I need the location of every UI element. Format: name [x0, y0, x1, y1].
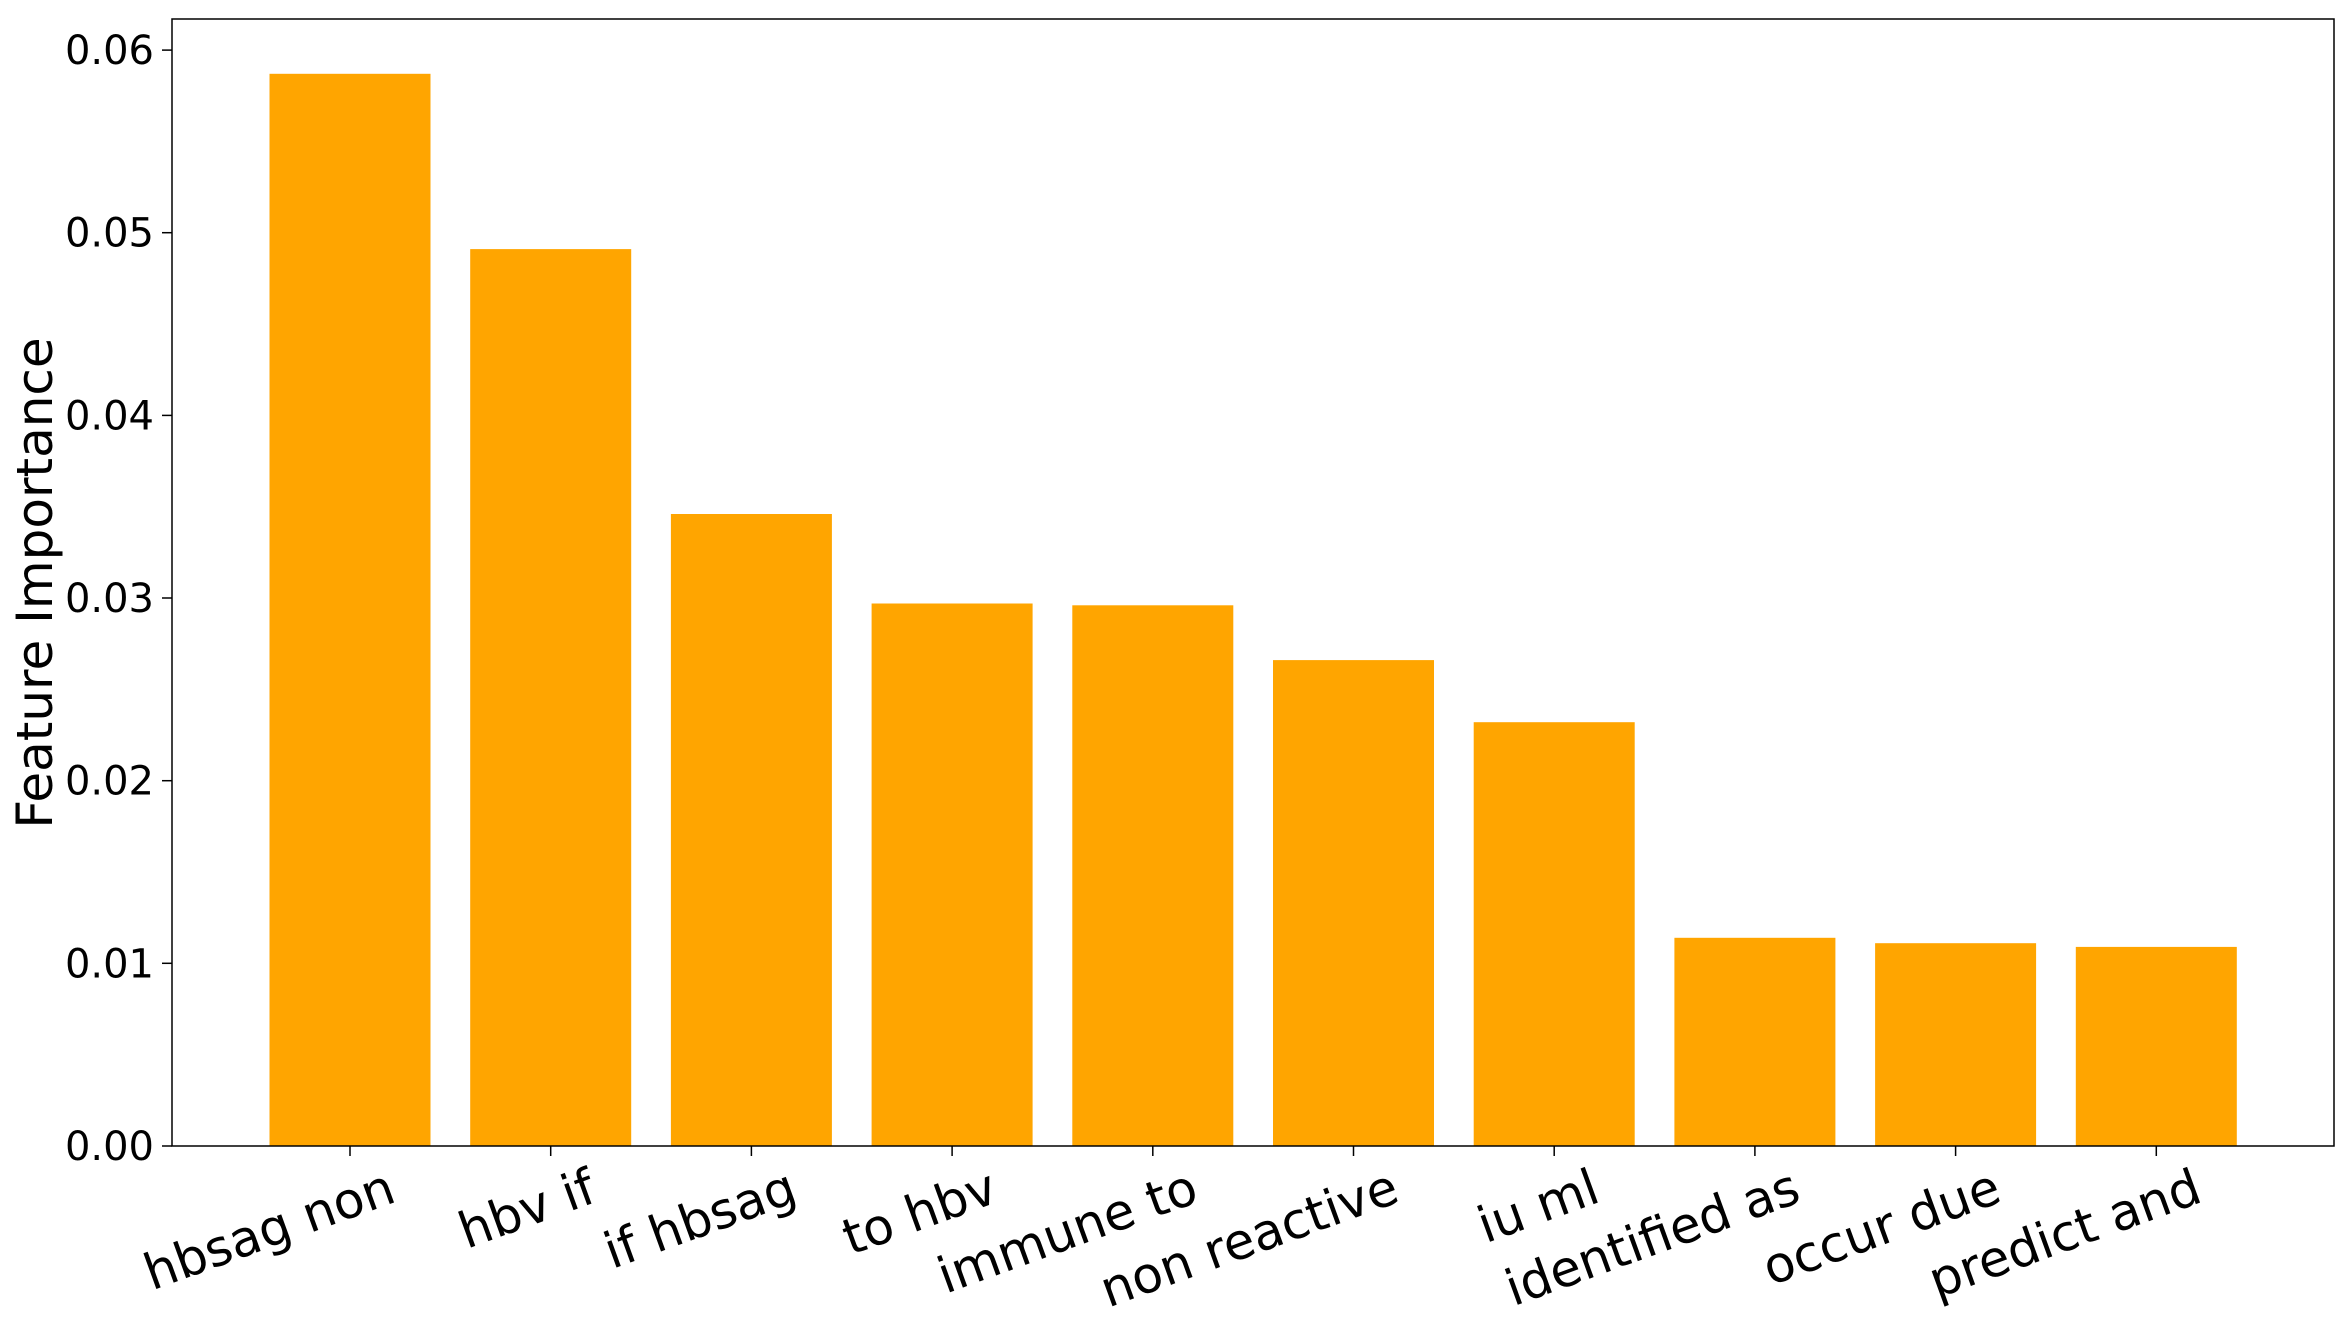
y-axis: 0.00 0.01 0.02 0.03 0.04 0.05 0.06 — [65, 28, 172, 1170]
y-tick-label: 0.02 — [65, 759, 154, 805]
bars-group — [269, 73, 2237, 1147]
bar-immune-to — [1072, 605, 1234, 1146]
x-tick-label: if hbsag — [596, 1158, 803, 1281]
x-tick-label: hbv if — [451, 1157, 604, 1260]
bar-occur-due — [1875, 943, 2037, 1146]
plot-frame — [171, 18, 2335, 1147]
bar-hbsag-non — [269, 73, 431, 1146]
y-tick-label: 0.03 — [65, 576, 154, 622]
bar-if-hbsag — [670, 514, 832, 1146]
y-tick-label: 0.06 — [65, 28, 154, 74]
y-tick-label: 0.04 — [65, 393, 154, 439]
y-axis-label: Feature Importance — [6, 337, 64, 828]
bar-iu-ml — [1473, 722, 1635, 1146]
bar-to-hbv — [871, 603, 1033, 1146]
y-tick-label: 0.05 — [65, 211, 154, 257]
y-tick-label: 0.00 — [65, 1124, 154, 1170]
bar-predict-and — [2075, 946, 2237, 1146]
bar-hbv-if — [470, 249, 632, 1147]
bar-identified-as — [1674, 937, 1836, 1146]
bar-non-reactive — [1273, 660, 1434, 1146]
y-tick-label: 0.01 — [65, 941, 154, 987]
x-tick-label: hbsag non — [136, 1158, 402, 1302]
